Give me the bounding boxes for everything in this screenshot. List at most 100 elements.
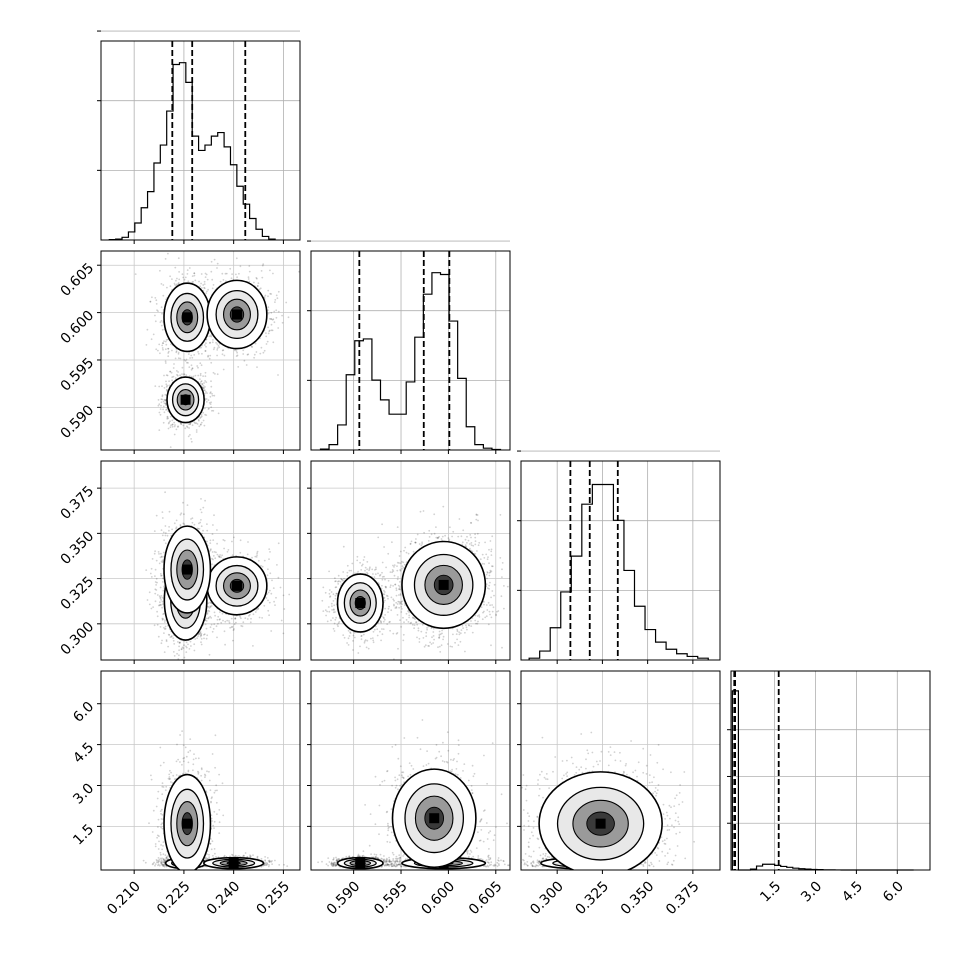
scatter-point	[198, 280, 200, 283]
scatter-point	[190, 354, 193, 357]
scatter-point	[151, 558, 154, 560]
scatter-point	[212, 539, 215, 541]
scatter-point	[279, 586, 282, 589]
scatter-point	[211, 409, 213, 412]
scatter-point	[158, 403, 161, 406]
scatter-point	[195, 422, 198, 425]
scatter-point	[190, 364, 193, 367]
scatter-point	[166, 286, 168, 289]
scatter-point	[256, 277, 258, 280]
scatter-point	[207, 617, 210, 620]
scatter-point	[149, 572, 152, 575]
scatter-point	[199, 424, 202, 426]
scatter-point	[197, 351, 200, 353]
scatter-point	[207, 408, 210, 410]
scatter-point	[222, 368, 225, 371]
scatter-point	[200, 346, 203, 349]
scatter-point	[165, 640, 168, 643]
scatter-point	[173, 363, 175, 365]
scatter-point	[165, 389, 168, 391]
scatter-point	[162, 581, 164, 583]
scatter-point	[154, 314, 156, 317]
scatter-point	[263, 296, 266, 298]
scatter-point	[247, 353, 250, 356]
scatter-point	[157, 604, 160, 607]
scatter-point	[211, 394, 214, 397]
scatter-point	[175, 351, 178, 354]
scatter-point	[219, 280, 222, 283]
scatter-point	[200, 634, 203, 637]
scatter-point	[164, 399, 167, 402]
scatter-point	[160, 599, 163, 601]
scatter-point	[187, 353, 190, 355]
scatter-point	[156, 309, 158, 311]
scatter-point	[255, 608, 258, 611]
scatter-point	[256, 285, 259, 288]
scatter-point	[159, 413, 162, 416]
scatter-point	[213, 611, 216, 614]
scatter-point	[231, 540, 233, 543]
scatter-point	[209, 542, 212, 544]
density-peak	[231, 309, 242, 320]
scatter-point	[167, 417, 170, 420]
scatter-point	[160, 555, 163, 558]
scatter-point	[161, 511, 164, 513]
scatter-point	[200, 525, 203, 528]
scatter-point	[205, 620, 208, 622]
scatter-point	[217, 412, 220, 415]
scatter-point	[181, 366, 184, 369]
scatter-point	[209, 626, 212, 629]
scatter-point	[266, 340, 269, 343]
scatter-point	[191, 517, 194, 520]
scatter-point	[259, 352, 262, 355]
scatter-point	[175, 350, 178, 353]
scatter-point	[152, 606, 155, 608]
scatter-point	[203, 283, 206, 285]
scatter-point	[267, 591, 270, 594]
scatter-point	[200, 643, 203, 646]
scatter-point	[173, 643, 176, 645]
scatter-point	[161, 559, 164, 562]
scatter-point	[213, 394, 216, 397]
scatter-point	[159, 626, 162, 628]
scatter-point	[218, 618, 221, 621]
scatter-point	[235, 355, 238, 357]
scatter-point	[159, 573, 162, 575]
scatter-point	[178, 642, 181, 644]
scatter-point	[241, 625, 244, 628]
scatter-point	[157, 404, 160, 407]
scatter-point	[211, 392, 213, 395]
scatter-point	[272, 341, 275, 344]
scatter-point	[277, 310, 280, 313]
scatter-point	[243, 359, 246, 362]
scatter-point	[167, 352, 170, 354]
scatter-point	[176, 373, 178, 376]
scatter-point	[230, 617, 233, 620]
scatter-point	[252, 613, 255, 616]
scatter-point	[179, 525, 182, 527]
scatter-point	[270, 318, 273, 321]
scatter-point	[213, 551, 216, 553]
scatter-point	[215, 625, 218, 628]
scatter-point	[196, 527, 199, 530]
scatter-point	[154, 600, 157, 603]
scatter-point	[163, 374, 165, 377]
scatter-point	[209, 342, 211, 344]
scatter-point	[250, 617, 252, 620]
scatter-point	[165, 639, 168, 641]
scatter-point	[221, 272, 224, 275]
scatter-point	[177, 425, 180, 428]
scatter-point	[175, 527, 177, 530]
scatter-point	[164, 532, 167, 534]
scatter-point	[209, 601, 212, 604]
scatter-point	[281, 314, 283, 317]
scatter-point	[202, 387, 205, 390]
scatter-point	[216, 373, 219, 376]
scatter-point	[171, 349, 173, 352]
scatter-point	[156, 610, 159, 613]
scatter-point	[200, 273, 203, 275]
scatter-point	[176, 374, 179, 377]
scatter-point	[204, 499, 207, 502]
scatter-point	[162, 589, 165, 592]
scatter-point	[267, 289, 270, 292]
